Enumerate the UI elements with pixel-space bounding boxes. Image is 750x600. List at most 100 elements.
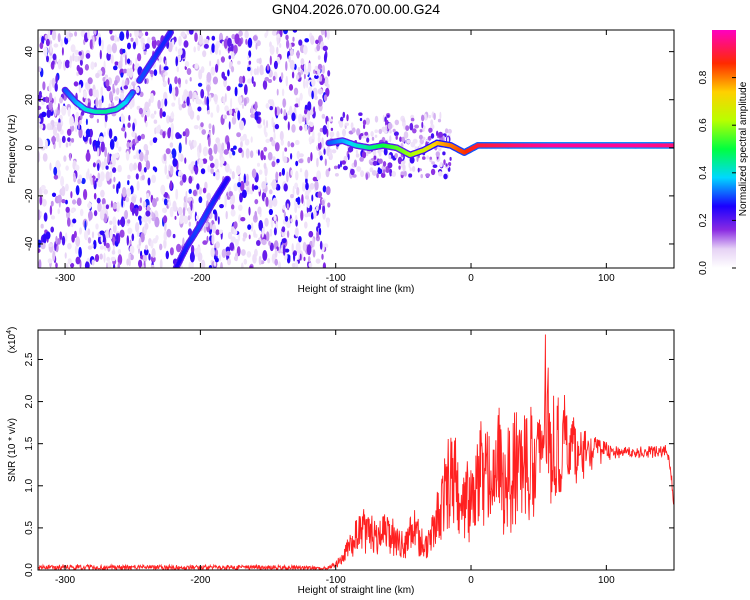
noise-blob xyxy=(189,110,195,120)
noise-blob xyxy=(88,210,93,221)
noise-blob xyxy=(239,120,245,131)
noise-blob xyxy=(286,220,291,229)
noise-blob xyxy=(202,50,207,58)
noise-blob xyxy=(197,252,203,262)
noise-blob xyxy=(243,258,248,265)
noise-blob xyxy=(143,143,149,152)
noise-blob xyxy=(188,188,192,194)
noise-blob xyxy=(174,76,178,85)
noise-blob xyxy=(42,233,47,244)
noise-blob xyxy=(51,77,56,88)
noise-blob xyxy=(314,95,318,101)
noise-blob xyxy=(55,235,58,245)
noise-blob xyxy=(326,30,330,40)
noise-blob xyxy=(212,76,218,85)
noise-blob xyxy=(159,243,163,251)
noise-blob xyxy=(302,241,307,252)
noise-blob xyxy=(127,174,131,180)
noise-blob xyxy=(155,125,161,134)
noise-blob xyxy=(206,72,212,83)
noise-blob xyxy=(106,44,112,55)
noise-blob xyxy=(219,204,224,209)
snr-y-label: SNR (10 * v/v) xyxy=(7,418,18,482)
noise-blob xyxy=(355,149,358,155)
noise-blob xyxy=(256,65,259,76)
noise-blob xyxy=(291,262,296,268)
noise-blob xyxy=(154,216,160,228)
noise-blob xyxy=(137,205,143,212)
noise-blob xyxy=(61,47,64,56)
noise-blob xyxy=(235,238,239,247)
noise-blob xyxy=(355,153,360,158)
noise-blob xyxy=(328,118,333,122)
noise-blob xyxy=(63,155,67,162)
noise-blob xyxy=(97,179,103,188)
noise-blob xyxy=(194,248,200,257)
noise-blob xyxy=(43,212,48,222)
noise-blob xyxy=(97,172,101,180)
noise-blob xyxy=(105,229,110,239)
noise-blob xyxy=(131,207,136,214)
noise-blob xyxy=(281,168,285,176)
noise-blob xyxy=(127,219,131,224)
noise-blob xyxy=(89,128,93,138)
noise-blob xyxy=(288,84,294,91)
noise-blob xyxy=(302,184,306,192)
noise-blob xyxy=(271,30,277,36)
noise-blob xyxy=(322,262,326,268)
noise-blob xyxy=(250,136,253,143)
noise-blob xyxy=(127,227,133,234)
noise-blob xyxy=(208,94,212,102)
noise-blob xyxy=(67,106,71,117)
noise-blob xyxy=(79,119,82,125)
noise-blob xyxy=(258,220,264,231)
noise-blob xyxy=(285,75,288,87)
noise-blob xyxy=(327,202,331,208)
noise-blob xyxy=(236,165,241,176)
noise-blob xyxy=(172,200,177,211)
noise-blob xyxy=(288,42,292,50)
noise-blob xyxy=(406,139,411,145)
noise-blob xyxy=(241,262,244,268)
noise-blob xyxy=(317,191,323,199)
noise-blob xyxy=(231,204,235,210)
noise-blob xyxy=(73,119,79,126)
noise-blob xyxy=(280,108,283,115)
noise-blob xyxy=(159,64,162,75)
noise-blob xyxy=(74,164,80,171)
noise-blob xyxy=(295,97,299,103)
noise-blob xyxy=(409,156,415,164)
noise-blob xyxy=(145,210,151,217)
noise-blob xyxy=(221,248,227,258)
noise-blob xyxy=(85,82,89,90)
noise-blob xyxy=(145,43,150,50)
noise-blob xyxy=(117,248,122,255)
noise-blob xyxy=(303,256,306,262)
noise-blob xyxy=(237,96,243,104)
noise-blob xyxy=(307,211,312,217)
noise-blob xyxy=(192,189,197,197)
noise-blob xyxy=(284,215,289,222)
noise-blob xyxy=(294,103,300,108)
noise-blob xyxy=(171,148,177,159)
noise-blob xyxy=(91,243,94,248)
noise-blob xyxy=(74,31,78,37)
noise-blob xyxy=(344,122,349,127)
noise-blob xyxy=(84,64,89,71)
noise-blob xyxy=(286,39,290,49)
noise-blob xyxy=(307,156,311,164)
noise-blob xyxy=(196,99,203,105)
noise-blob xyxy=(57,33,61,43)
noise-blob xyxy=(97,147,100,157)
noise-blob xyxy=(438,171,443,177)
noise-blob xyxy=(210,247,215,258)
noise-blob xyxy=(311,90,314,100)
noise-blob xyxy=(183,40,189,48)
noise-blob xyxy=(307,62,312,73)
noise-blob xyxy=(309,182,315,190)
noise-blob xyxy=(269,189,273,195)
noise-blob xyxy=(299,253,302,261)
noise-blob xyxy=(313,208,317,219)
noise-blob xyxy=(151,198,157,208)
noise-blob xyxy=(145,31,149,36)
